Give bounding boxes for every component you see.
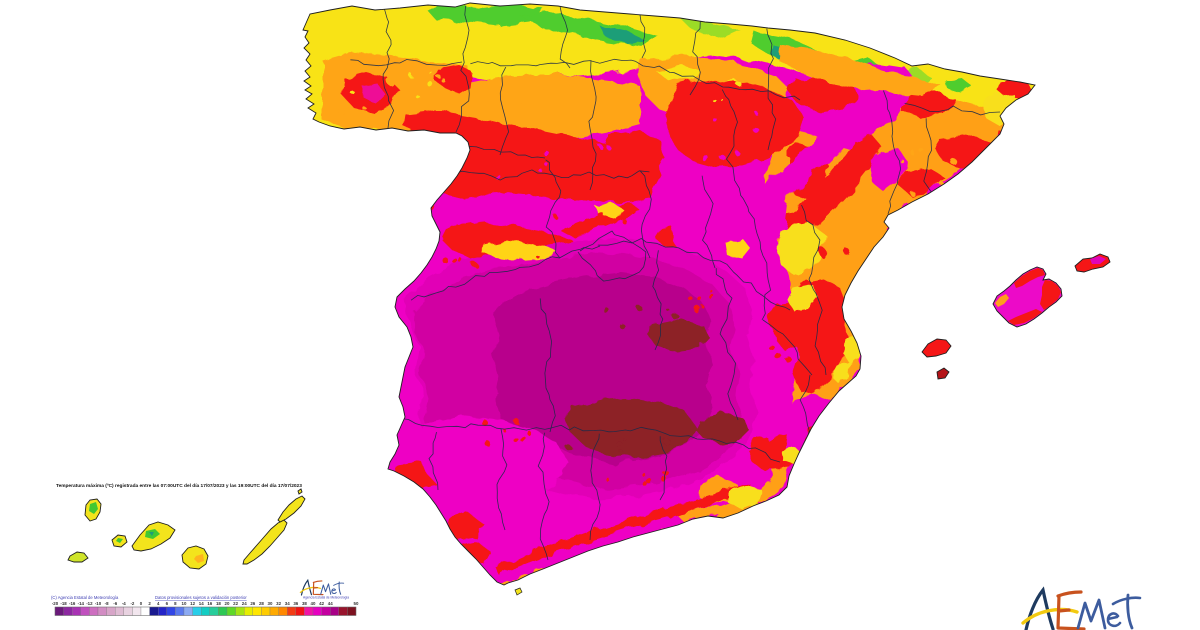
svg-text:-8: -8 bbox=[105, 601, 109, 606]
svg-text:24: 24 bbox=[242, 601, 247, 606]
svg-text:12: 12 bbox=[190, 601, 195, 606]
svg-text:Agencia Estatal de Meteorologí: Agencia Estatal de Meteorología bbox=[303, 596, 349, 600]
svg-text:Datos provisionales sujetos a: Datos provisionales sujetos a validación… bbox=[155, 595, 247, 600]
svg-text:14: 14 bbox=[199, 601, 204, 606]
svg-text:-16: -16 bbox=[69, 601, 76, 606]
svg-text:10: 10 bbox=[182, 601, 187, 606]
svg-text:50: 50 bbox=[354, 601, 359, 606]
svg-text:-12: -12 bbox=[86, 601, 93, 606]
svg-text:44: 44 bbox=[328, 601, 333, 606]
svg-text:18: 18 bbox=[216, 601, 221, 606]
svg-text:8: 8 bbox=[174, 601, 177, 606]
svg-text:26: 26 bbox=[250, 601, 255, 606]
svg-text:6: 6 bbox=[166, 601, 169, 606]
svg-text:-18: -18 bbox=[60, 601, 67, 606]
svg-text:28: 28 bbox=[259, 601, 264, 606]
svg-text:30: 30 bbox=[268, 601, 273, 606]
svg-text:42: 42 bbox=[319, 601, 324, 606]
svg-text:2: 2 bbox=[148, 601, 151, 606]
svg-text:-4: -4 bbox=[122, 601, 126, 606]
svg-text:0: 0 bbox=[140, 601, 143, 606]
svg-text:32: 32 bbox=[276, 601, 281, 606]
svg-text:34: 34 bbox=[285, 601, 290, 606]
svg-text:-6: -6 bbox=[113, 601, 117, 606]
svg-text:36: 36 bbox=[293, 601, 298, 606]
svg-text:-2: -2 bbox=[130, 601, 134, 606]
svg-text:Temperatura máxima (ºC) regist: Temperatura máxima (ºC) registrada entre… bbox=[56, 483, 302, 489]
svg-text:4: 4 bbox=[157, 601, 160, 606]
svg-text:-20: -20 bbox=[52, 601, 59, 606]
svg-text:20: 20 bbox=[225, 601, 230, 606]
svg-text:40: 40 bbox=[311, 601, 316, 606]
svg-text:(C) Agencia Estatal de Meteoro: (C) Agencia Estatal de Meteorología bbox=[51, 595, 119, 600]
svg-text:-10: -10 bbox=[95, 601, 102, 606]
svg-text:22: 22 bbox=[233, 601, 238, 606]
svg-text:38: 38 bbox=[302, 601, 307, 606]
svg-text:16: 16 bbox=[207, 601, 212, 606]
svg-text:-14: -14 bbox=[78, 601, 85, 606]
